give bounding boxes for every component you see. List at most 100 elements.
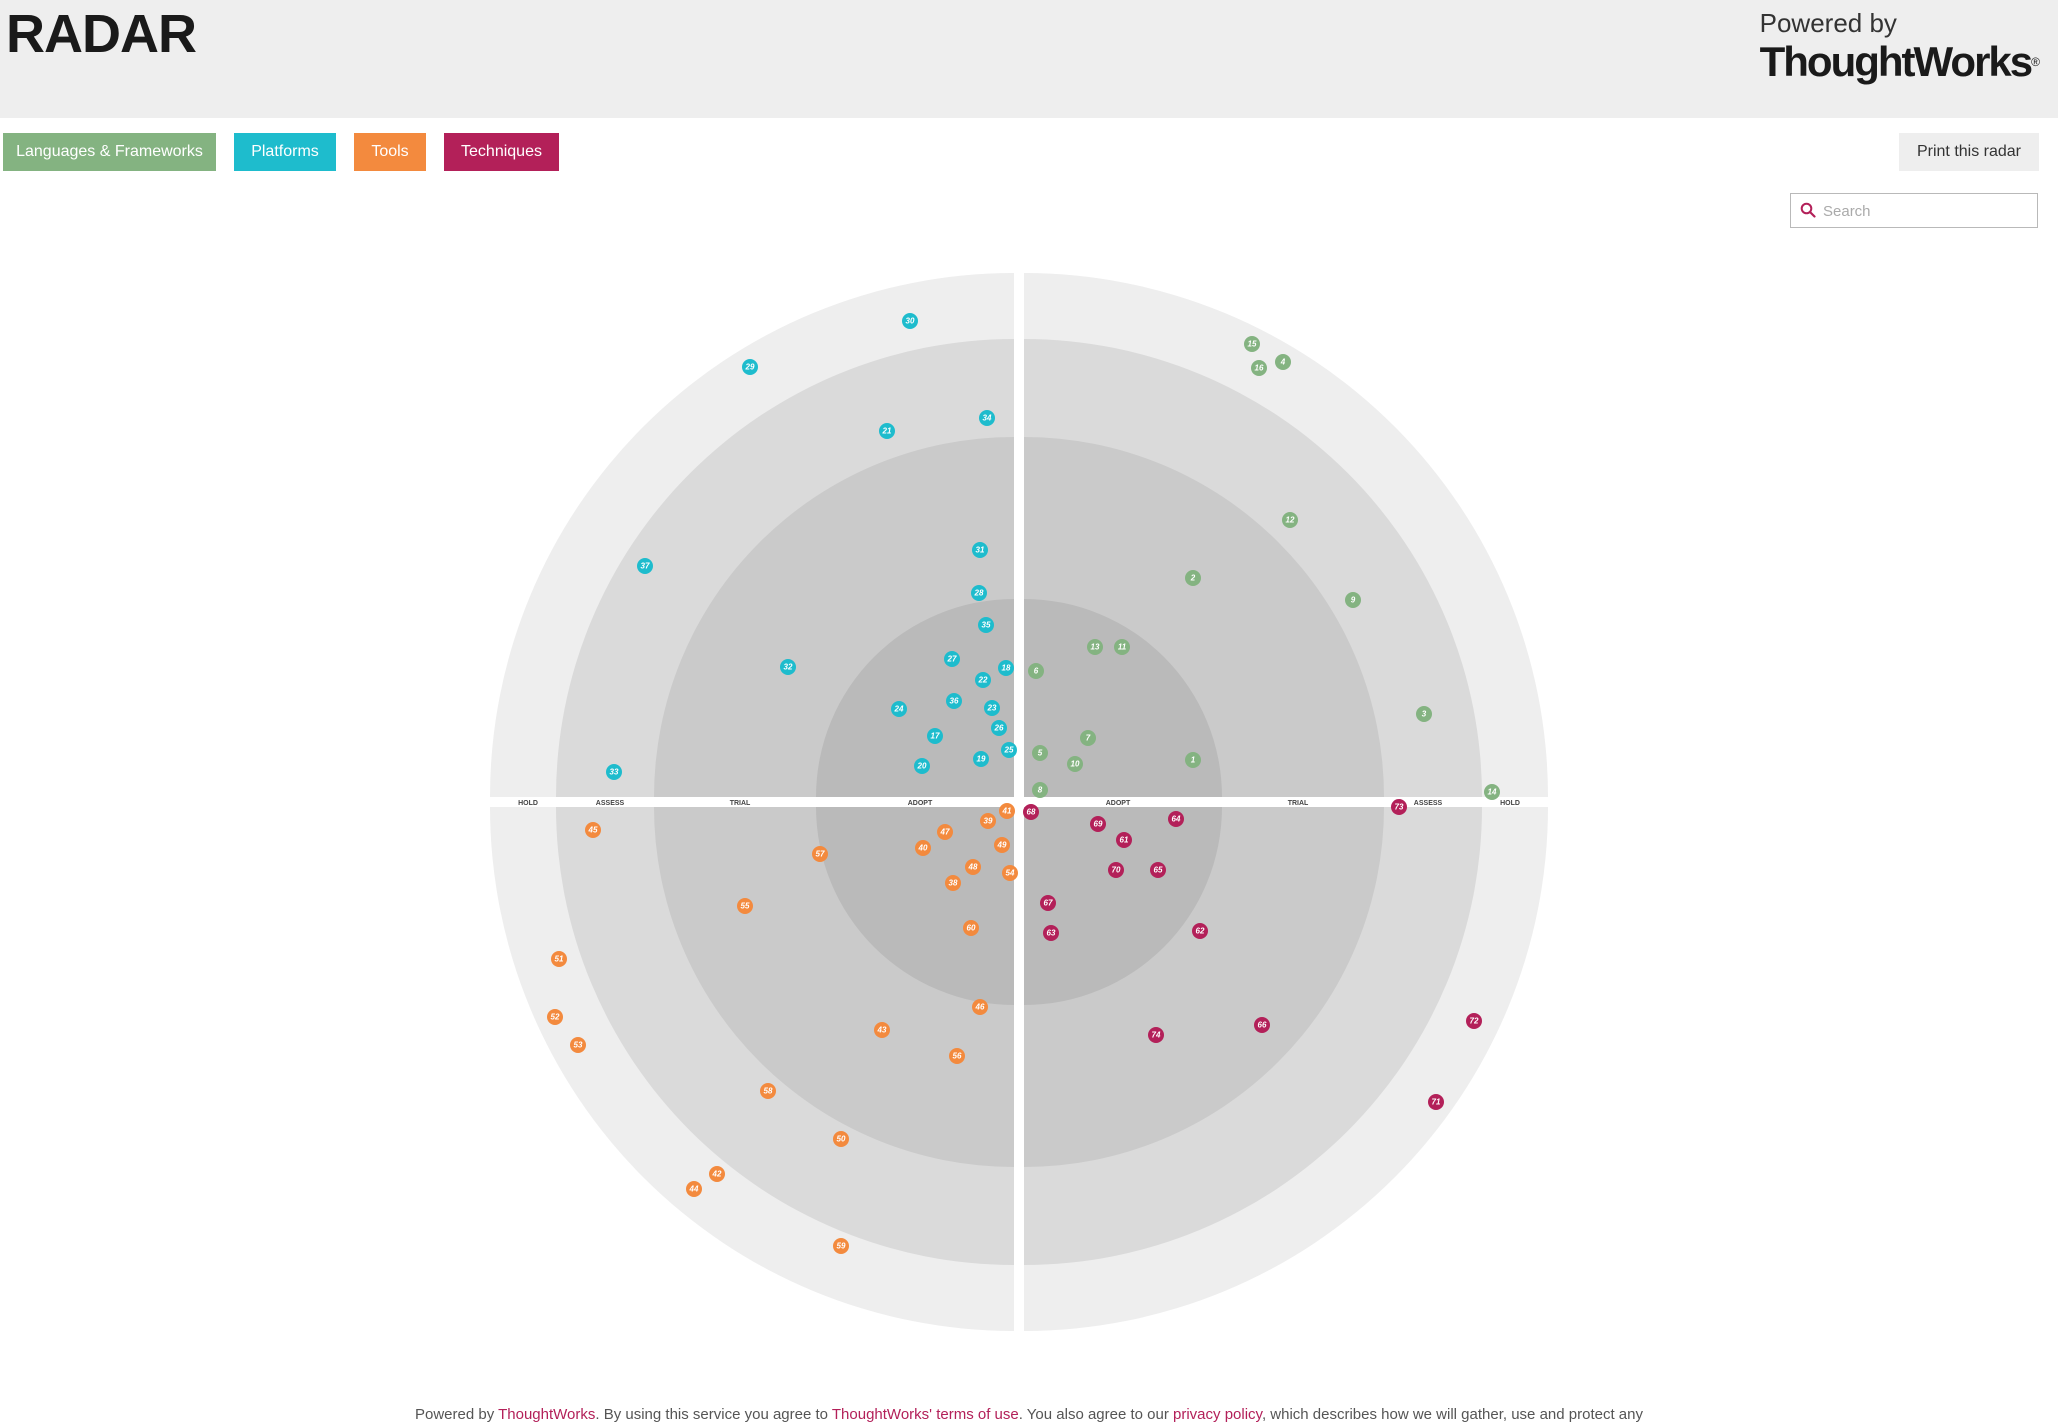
radar-blip[interactable]: 36: [946, 693, 962, 709]
radar-blip[interactable]: 59: [833, 1238, 849, 1254]
radar-blip[interactable]: 13: [1087, 639, 1103, 655]
radar-blip[interactable]: 42: [709, 1166, 725, 1182]
radar-blip[interactable]: 55: [737, 898, 753, 914]
radar-blip[interactable]: 35: [978, 617, 994, 633]
radar-blip[interactable]: 9: [1345, 592, 1361, 608]
radar-blip[interactable]: 43: [874, 1022, 890, 1038]
radar-blip[interactable]: 31: [972, 542, 988, 558]
radar-blip[interactable]: 41: [999, 803, 1015, 819]
radar-blip[interactable]: 47: [937, 824, 953, 840]
radar-blip[interactable]: 66: [1254, 1017, 1270, 1033]
radar-blip[interactable]: 25: [1001, 742, 1017, 758]
radar-blip[interactable]: 4: [1275, 354, 1291, 370]
radar-blip[interactable]: 15: [1244, 336, 1260, 352]
radar-blip[interactable]: 65: [1150, 862, 1166, 878]
quadrant-button-techniques[interactable]: Techniques: [444, 133, 559, 171]
radar-blip[interactable]: 30: [902, 313, 918, 329]
blip-marker: [1185, 752, 1201, 768]
blip-number: 16: [1255, 364, 1264, 373]
radar-blip[interactable]: 38: [945, 875, 961, 891]
radar-blip[interactable]: 23: [984, 700, 1000, 716]
radar-blip[interactable]: 39: [980, 813, 996, 829]
radar-blip[interactable]: 34: [979, 410, 995, 426]
radar-blip[interactable]: 37: [637, 558, 653, 574]
radar-blip[interactable]: 67: [1040, 895, 1056, 911]
radar-blip[interactable]: 52: [547, 1009, 563, 1025]
search-input[interactable]: [1821, 198, 2030, 224]
radar-blip[interactable]: 62: [1192, 923, 1208, 939]
radar-blip[interactable]: 57: [812, 846, 828, 862]
radar-blip[interactable]: 61: [1116, 832, 1132, 848]
radar-blip[interactable]: 51: [551, 951, 567, 967]
radar-blip[interactable]: 10: [1067, 756, 1083, 772]
radar-blip[interactable]: 26: [991, 720, 1007, 736]
blip-number: 8: [1038, 786, 1043, 795]
radar-blip[interactable]: 54: [1002, 865, 1018, 881]
blip-marker: [1244, 336, 1260, 352]
radar-blip[interactable]: 64: [1168, 811, 1184, 827]
radar-blip[interactable]: 73: [1391, 799, 1407, 815]
radar-blip[interactable]: 28: [971, 585, 987, 601]
radar-blip[interactable]: 5: [1032, 745, 1048, 761]
blip-number: 52: [551, 1013, 560, 1022]
footer-link-thoughtworks[interactable]: ThoughtWorks: [498, 1406, 596, 1423]
radar-blip[interactable]: 50: [833, 1131, 849, 1147]
blip-marker: [902, 313, 918, 329]
search-box[interactable]: [1790, 193, 2038, 228]
radar-blip[interactable]: 19: [973, 751, 989, 767]
blip-number: 21: [882, 427, 892, 436]
radar-blip[interactable]: 68: [1023, 804, 1039, 820]
quadrant-button-platforms[interactable]: Platforms: [234, 133, 336, 171]
radar-blip[interactable]: 40: [915, 840, 931, 856]
radar-blip[interactable]: 49: [994, 837, 1010, 853]
blip-marker: [914, 758, 930, 774]
radar-blip[interactable]: 27: [944, 651, 960, 667]
blip-number: 74: [1152, 1031, 1161, 1040]
blip-marker: [1002, 865, 1018, 881]
radar-blip[interactable]: 18: [998, 660, 1014, 676]
radar-blip[interactable]: 24: [891, 701, 907, 717]
powered-by-logo[interactable]: Powered by ThoughtWorks®: [1760, 8, 2040, 86]
blip-number: 62: [1196, 927, 1205, 936]
blip-marker: [946, 693, 962, 709]
radar-blip[interactable]: 69: [1090, 816, 1106, 832]
footer-link-privacy-policy[interactable]: privacy policy: [1173, 1406, 1262, 1423]
radar-blip[interactable]: 72: [1466, 1013, 1482, 1029]
radar-blip[interactable]: 58: [760, 1083, 776, 1099]
radar-blip[interactable]: 63: [1043, 925, 1059, 941]
radar-blip[interactable]: 46: [972, 999, 988, 1015]
radar-blip[interactable]: 11: [1114, 639, 1130, 655]
footer-link-terms-of-use[interactable]: ThoughtWorks' terms of use: [831, 1406, 1019, 1423]
radar-blip[interactable]: 29: [742, 359, 758, 375]
radar-blip[interactable]: 70: [1108, 862, 1124, 878]
radar-blip[interactable]: 60: [963, 920, 979, 936]
print-radar-button[interactable]: Print this radar: [1899, 133, 2039, 171]
quadrant-button-languages-frameworks[interactable]: Languages & Frameworks: [3, 133, 216, 171]
radar-blip[interactable]: 32: [780, 659, 796, 675]
radar-blip[interactable]: 3: [1416, 706, 1432, 722]
radar-blip[interactable]: 48: [965, 859, 981, 875]
radar-blip[interactable]: 56: [949, 1048, 965, 1064]
radar-blip[interactable]: 2: [1185, 570, 1201, 586]
quadrant-button-tools[interactable]: Tools: [354, 133, 426, 171]
blip-number: 45: [588, 826, 598, 835]
radar-blip[interactable]: 74: [1148, 1027, 1164, 1043]
radar-blip[interactable]: 6: [1028, 663, 1044, 679]
radar-blip[interactable]: 12: [1282, 512, 1298, 528]
radar-blip[interactable]: 7: [1080, 730, 1096, 746]
blip-number: 46: [975, 1003, 985, 1012]
radar-blip[interactable]: 14: [1484, 784, 1500, 800]
radar-blip[interactable]: 53: [570, 1037, 586, 1053]
radar-blip[interactable]: 71: [1428, 1094, 1444, 1110]
radar-blip[interactable]: 16: [1251, 360, 1267, 376]
radar-blip[interactable]: 45: [585, 822, 601, 838]
radar-blip[interactable]: 17: [927, 728, 943, 744]
radar-blip[interactable]: 1: [1185, 752, 1201, 768]
radar-blip[interactable]: 21: [879, 423, 895, 439]
radar-blip[interactable]: 20: [914, 758, 930, 774]
radar-blip[interactable]: 8: [1032, 782, 1048, 798]
radar-blip[interactable]: 22: [975, 672, 991, 688]
blip-marker: [780, 659, 796, 675]
radar-blip[interactable]: 44: [686, 1181, 702, 1197]
radar-blip[interactable]: 33: [606, 764, 622, 780]
